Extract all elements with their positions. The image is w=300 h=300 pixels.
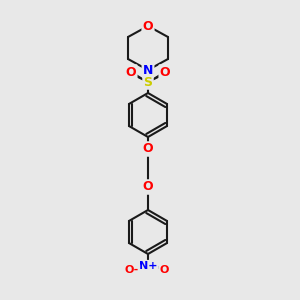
Text: N+: N+ <box>139 261 157 271</box>
Text: N: N <box>143 64 153 76</box>
Text: O: O <box>160 65 170 79</box>
Text: O: O <box>159 265 169 275</box>
Text: O: O <box>126 65 136 79</box>
Text: S: S <box>143 76 152 88</box>
Text: O: O <box>143 20 153 32</box>
Text: O: O <box>143 181 153 194</box>
Text: O-: O- <box>125 265 139 275</box>
Text: O: O <box>143 142 153 155</box>
